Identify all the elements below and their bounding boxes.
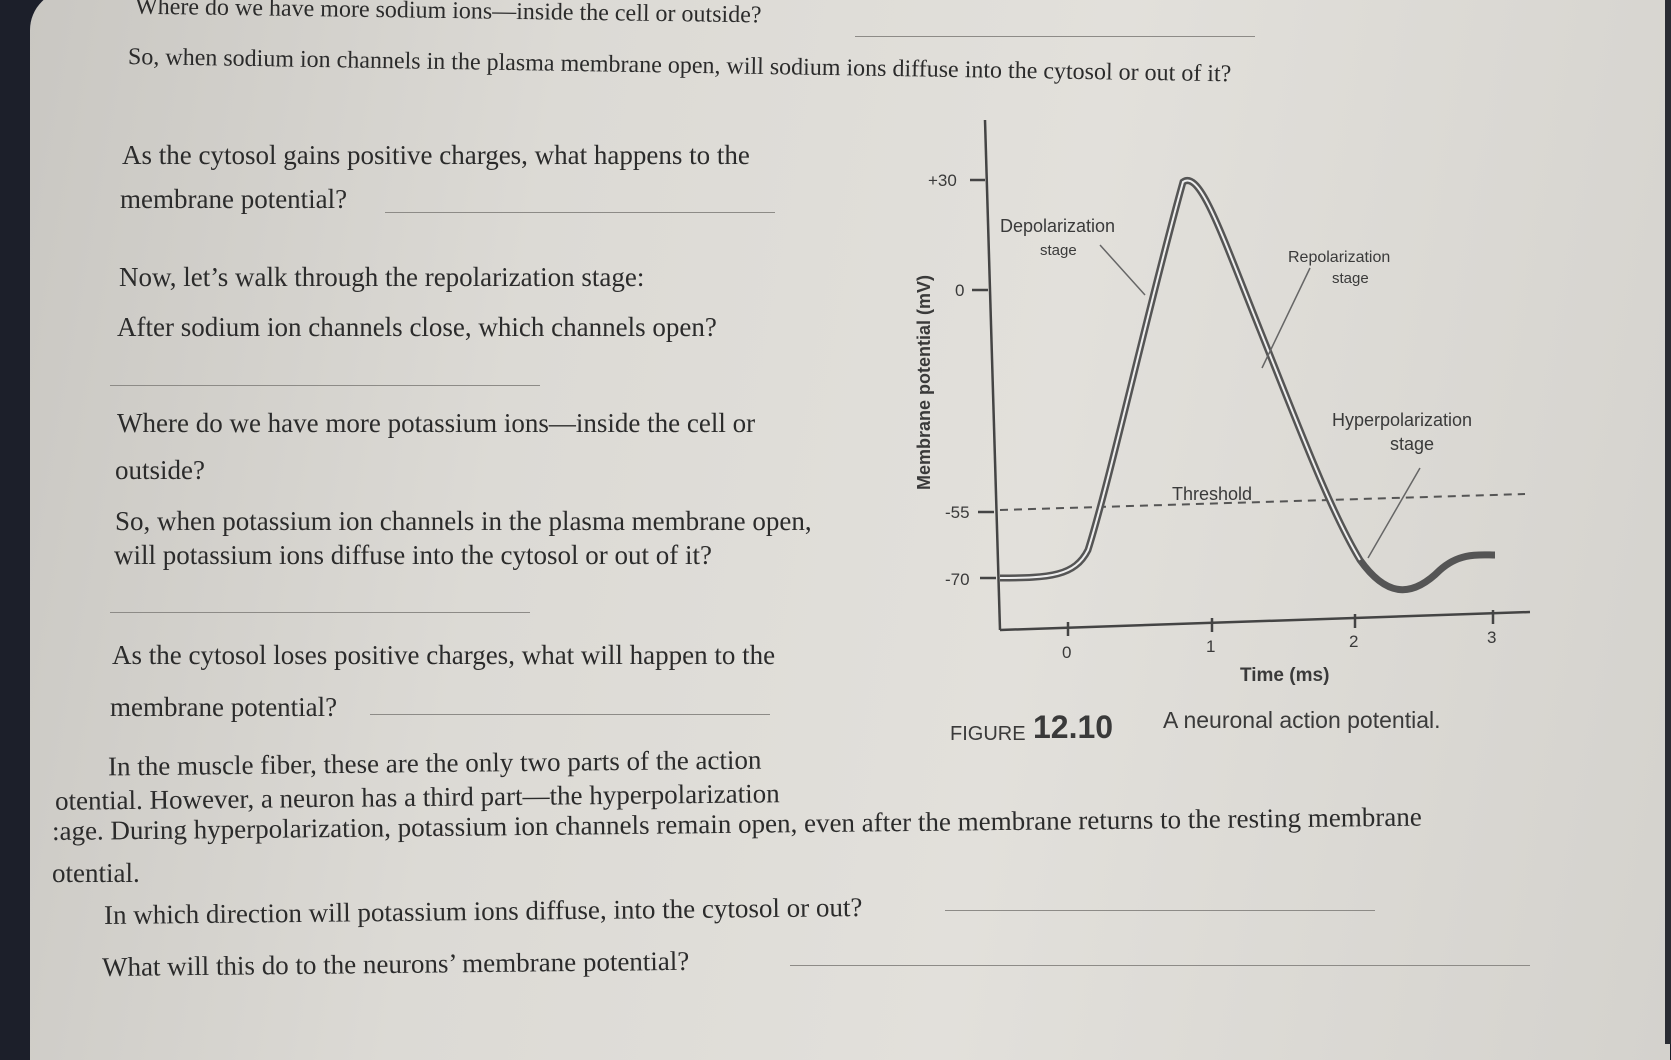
worksheet-page [30,0,1670,1060]
answer-line [370,714,770,715]
depolarization-label: stage [1040,242,1077,259]
question-potassium-diffusion-line1: So, when potassium ion channels in the p… [115,506,812,536]
y-tick-label: +30 [928,171,957,190]
depolarization-label: Depolarization [1000,216,1115,236]
x-axis [999,610,1531,632]
y-axis-label: Membrane potential (mV) [914,275,934,490]
answer-line [855,36,1255,37]
y-tick-label: -55 [945,503,970,522]
threshold-label: Threshold [1172,484,1252,504]
hyperpolarization-label: stage [1390,434,1434,454]
x-tick-label: 0 [1062,643,1071,662]
question-potassium-line2: outside? [115,455,205,485]
answer-line [790,965,1530,966]
x-tick-label: 3 [1487,628,1496,647]
y-tick-label: 0 [955,281,964,300]
figure-caption-text: A neuronal action potential. [1163,707,1440,733]
answer-line [110,385,540,386]
page-edge [1665,0,1671,1044]
answer-line [945,910,1375,911]
figure-caption-number: 12.10 [1033,709,1113,745]
repolarization-intro: Now, let’s walk through the repolarizati… [119,262,645,292]
paragraph-line4: otential. [52,858,140,888]
question-potassium-line1: Where do we have more potassium ions—ins… [117,408,756,438]
x-tick-label: 1 [1206,637,1215,656]
y-axis [983,119,1002,631]
question-gain-line1: As the cytosol gains positive charges, w… [122,140,750,170]
figure-caption-prefix: FIGURE [950,723,1026,745]
repolarization-label: stage [1332,270,1369,287]
question-potassium-diffusion-line2: will potassium ions diffuse into the cyt… [114,540,712,570]
question-gain-line2: membrane potential? [120,184,348,214]
hyperpolarization-label: Hyperpolarization [1332,410,1472,430]
x-axis-label: Time (ms) [1240,665,1329,686]
answer-line [385,212,775,213]
question-channels: After sodium ion channels close, which c… [117,312,717,342]
threshold-line [999,493,1526,511]
x-tick-label: 2 [1349,632,1358,651]
question-lose-line2: membrane potential? [110,692,338,722]
repolarization-label: Repolarization [1288,249,1390,266]
y-tick-label: -70 [945,570,970,589]
answer-line [110,612,530,613]
question-lose-line1: As the cytosol loses positive charges, w… [112,640,776,670]
